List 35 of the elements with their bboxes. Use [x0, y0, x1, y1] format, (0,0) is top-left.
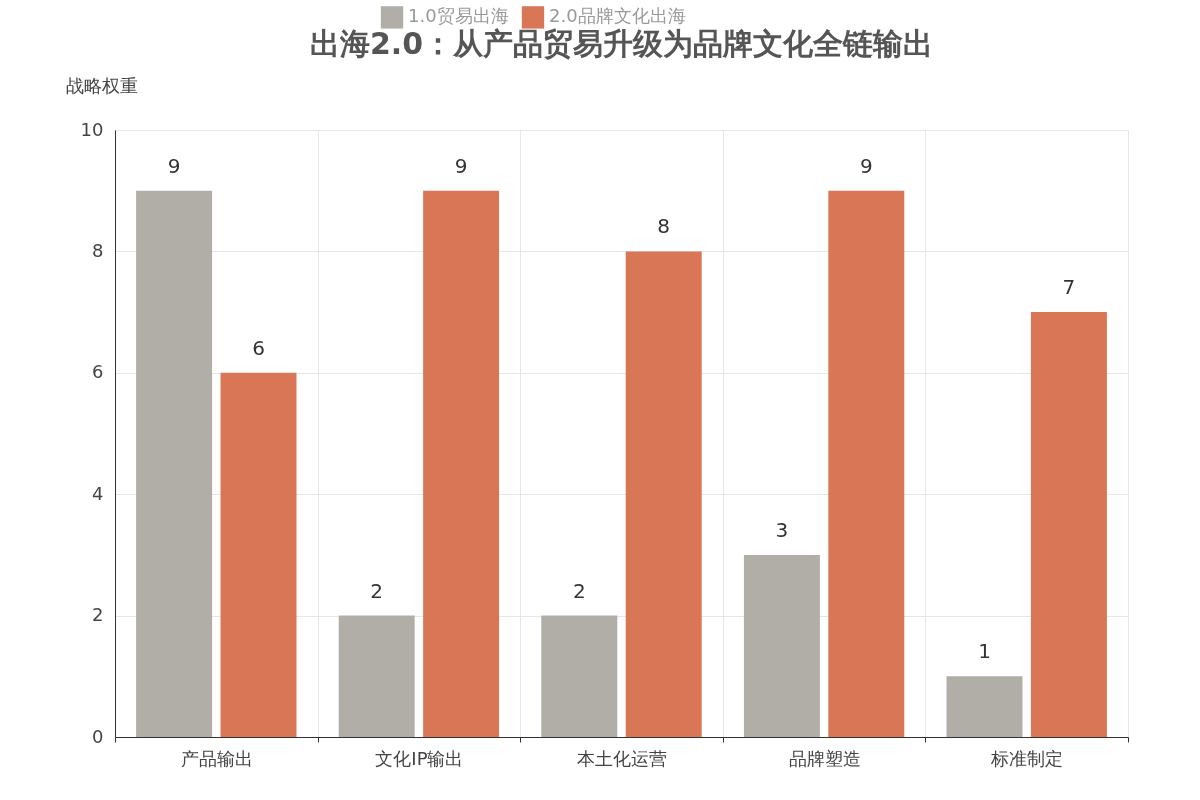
- y-tick-label: 8: [92, 239, 104, 261]
- data-label: 1: [978, 639, 991, 664]
- bar: [423, 190, 500, 737]
- bar: [946, 676, 1023, 737]
- bar: [625, 251, 702, 737]
- x-tick-label: 标准制定: [990, 747, 1064, 769]
- bar: [338, 615, 415, 737]
- bar: [541, 615, 618, 737]
- bar: [1030, 312, 1107, 737]
- data-label: 7: [1062, 275, 1076, 300]
- y-tick-label: 2: [92, 604, 104, 626]
- chart-title: 出海2.0：从产品贸易升级为品牌文化全链输出: [309, 26, 934, 61]
- y-tick-label: 0: [92, 725, 104, 747]
- y-axis-title: 战略权重: [65, 74, 138, 96]
- data-label: 9: [859, 153, 873, 178]
- y-tick-label: 10: [80, 118, 104, 140]
- x-tick-label: 文化IP输出: [375, 747, 464, 769]
- data-label: 2: [370, 578, 384, 603]
- bar: [743, 554, 820, 737]
- bar: [136, 190, 213, 737]
- data-label: 9: [454, 153, 468, 178]
- data-label: 2: [572, 578, 586, 603]
- x-tick-label: 品牌塑造: [788, 747, 861, 769]
- data-label: 3: [775, 517, 789, 542]
- y-tick-label: 4: [92, 482, 104, 504]
- legend-label: 1.0贸易出海: [408, 5, 509, 27]
- data-label: 6: [252, 335, 265, 360]
- legend-label: 2.0品牌文化出海: [549, 5, 686, 27]
- bar: [220, 372, 297, 737]
- x-tick-label: 产品输出: [180, 747, 253, 769]
- data-label: 8: [657, 214, 671, 239]
- data-label: 9: [167, 153, 181, 178]
- x-tick-label: 本土化运营: [577, 747, 667, 769]
- bar: [828, 190, 905, 737]
- y-tick-label: 6: [92, 361, 104, 383]
